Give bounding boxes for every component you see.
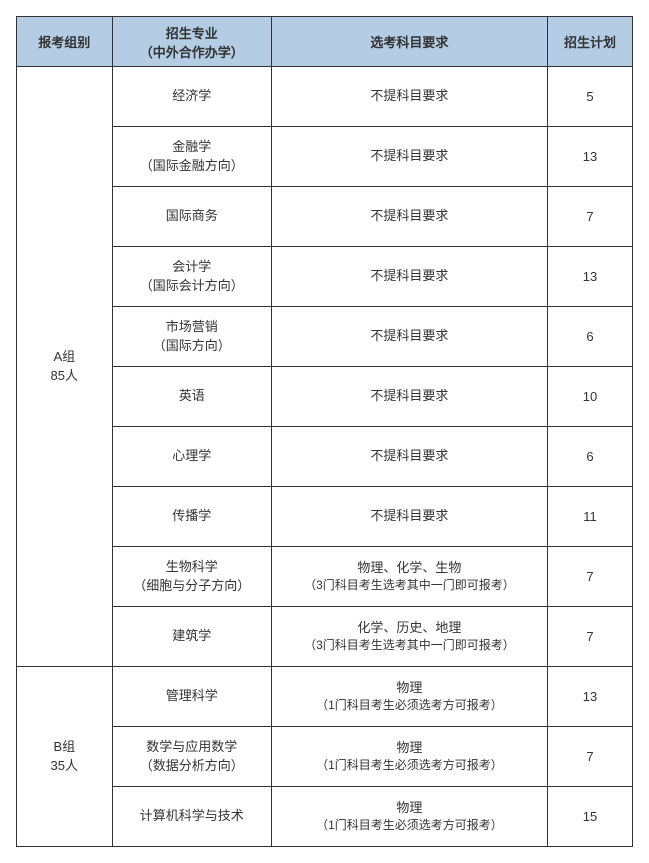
major-cell: 计算机科学与技术 — [112, 787, 271, 847]
requirement-l1: 不提科目要求 — [278, 327, 541, 345]
group-cell: A组85人 — [17, 67, 113, 667]
plan-cell: 11 — [548, 487, 633, 547]
requirement-l1: 不提科目要求 — [278, 387, 541, 405]
requirement-l1: 物理 — [278, 679, 541, 697]
table-header: 报考组别 招生专业 （中外合作办学） 选考科目要求 招生计划 — [17, 17, 633, 67]
group-label-l1: B组 — [23, 738, 106, 756]
requirement-cell: 不提科目要求 — [271, 307, 547, 367]
group-cell: B组35人 — [17, 667, 113, 847]
major-l2: （国际金融方向） — [119, 157, 265, 175]
requirement-cell: 不提科目要求 — [271, 247, 547, 307]
requirement-l2: （3门科目考生选考其中一门即可报考） — [278, 637, 541, 654]
header-req: 选考科目要求 — [271, 17, 547, 67]
requirement-l1: 不提科目要求 — [278, 207, 541, 225]
major-cell: 数学与应用数学（数据分析方向） — [112, 727, 271, 787]
requirement-cell: 物理（1门科目考生必须选考方可报考） — [271, 787, 547, 847]
plan-cell: 10 — [548, 367, 633, 427]
header-req-l1: 选考科目要求 — [370, 35, 448, 50]
requirement-cell: 物理、化学、生物（3门科目考生选考其中一门即可报考） — [271, 547, 547, 607]
major-cell: 经济学 — [112, 67, 271, 127]
requirement-l1: 物理 — [278, 799, 541, 817]
table-row: A组85人经济学不提科目要求5 — [17, 67, 633, 127]
header-plan-l1: 招生计划 — [564, 35, 616, 50]
plan-cell: 13 — [548, 667, 633, 727]
major-cell: 心理学 — [112, 427, 271, 487]
requirement-l1: 不提科目要求 — [278, 447, 541, 465]
requirement-cell: 不提科目要求 — [271, 487, 547, 547]
major-l2: （数据分析方向） — [119, 757, 265, 775]
requirement-l1: 不提科目要求 — [278, 147, 541, 165]
major-l2: （国际会计方向） — [119, 277, 265, 295]
plan-cell: 5 — [548, 67, 633, 127]
header-major-l1: 招生专业 — [166, 26, 218, 41]
admissions-table: 报考组别 招生专业 （中外合作办学） 选考科目要求 招生计划 A组85人经济学不… — [16, 16, 633, 847]
plan-cell: 15 — [548, 787, 633, 847]
major-l1: 市场营销 — [119, 318, 265, 336]
requirement-l1: 化学、历史、地理 — [278, 619, 541, 637]
major-l1: 经济学 — [119, 87, 265, 105]
major-cell: 会计学（国际会计方向） — [112, 247, 271, 307]
header-major-l2: （中外合作办学） — [140, 45, 244, 60]
major-l1: 心理学 — [119, 447, 265, 465]
major-l1: 建筑学 — [119, 627, 265, 645]
requirement-l1: 不提科目要求 — [278, 507, 541, 525]
major-cell: 生物科学（细胞与分子方向） — [112, 547, 271, 607]
major-l1: 传播学 — [119, 507, 265, 525]
plan-cell: 7 — [548, 547, 633, 607]
major-cell: 国际商务 — [112, 187, 271, 247]
plan-cell: 13 — [548, 247, 633, 307]
requirement-cell: 不提科目要求 — [271, 367, 547, 427]
major-cell: 建筑学 — [112, 607, 271, 667]
major-l1: 数学与应用数学 — [119, 738, 265, 756]
plan-cell: 6 — [548, 307, 633, 367]
group-label-l2: 35人 — [23, 757, 106, 775]
requirement-cell: 物理（1门科目考生必须选考方可报考） — [271, 727, 547, 787]
major-cell: 金融学（国际金融方向） — [112, 127, 271, 187]
requirement-cell: 不提科目要求 — [271, 427, 547, 487]
major-l1: 管理科学 — [119, 687, 265, 705]
major-l1: 会计学 — [119, 258, 265, 276]
major-l1: 计算机科学与技术 — [119, 807, 265, 825]
requirement-l2: （1门科目考生必须选考方可报考） — [278, 817, 541, 834]
table-body: A组85人经济学不提科目要求5金融学（国际金融方向）不提科目要求13国际商务不提… — [17, 67, 633, 847]
major-l2: （国际方向） — [119, 337, 265, 355]
header-group-l1: 报考组别 — [38, 35, 90, 50]
major-cell: 英语 — [112, 367, 271, 427]
requirement-l1: 物理、化学、生物 — [278, 559, 541, 577]
requirement-l2: （1门科目考生必须选考方可报考） — [278, 757, 541, 774]
requirement-cell: 不提科目要求 — [271, 127, 547, 187]
major-cell: 市场营销（国际方向） — [112, 307, 271, 367]
header-plan: 招生计划 — [548, 17, 633, 67]
requirement-l2: （1门科目考生必须选考方可报考） — [278, 697, 541, 714]
requirement-l1: 不提科目要求 — [278, 267, 541, 285]
requirement-cell: 化学、历史、地理（3门科目考生选考其中一门即可报考） — [271, 607, 547, 667]
requirement-cell: 不提科目要求 — [271, 187, 547, 247]
group-label-l1: A组 — [23, 348, 106, 366]
plan-cell: 7 — [548, 607, 633, 667]
major-l1: 国际商务 — [119, 207, 265, 225]
major-l1: 英语 — [119, 387, 265, 405]
header-major: 招生专业 （中外合作办学） — [112, 17, 271, 67]
plan-cell: 13 — [548, 127, 633, 187]
plan-cell: 7 — [548, 727, 633, 787]
major-l1: 生物科学 — [119, 558, 265, 576]
requirement-l2: （3门科目考生选考其中一门即可报考） — [278, 577, 541, 594]
major-l1: 金融学 — [119, 138, 265, 156]
header-group: 报考组别 — [17, 17, 113, 67]
major-cell: 传播学 — [112, 487, 271, 547]
table-row: B组35人管理科学物理（1门科目考生必须选考方可报考）13 — [17, 667, 633, 727]
group-label-l2: 85人 — [23, 367, 106, 385]
requirement-cell: 物理（1门科目考生必须选考方可报考） — [271, 667, 547, 727]
plan-cell: 6 — [548, 427, 633, 487]
requirement-l1: 不提科目要求 — [278, 87, 541, 105]
plan-cell: 7 — [548, 187, 633, 247]
requirement-cell: 不提科目要求 — [271, 67, 547, 127]
major-l2: （细胞与分子方向） — [119, 577, 265, 595]
requirement-l1: 物理 — [278, 739, 541, 757]
header-row: 报考组别 招生专业 （中外合作办学） 选考科目要求 招生计划 — [17, 17, 633, 67]
major-cell: 管理科学 — [112, 667, 271, 727]
